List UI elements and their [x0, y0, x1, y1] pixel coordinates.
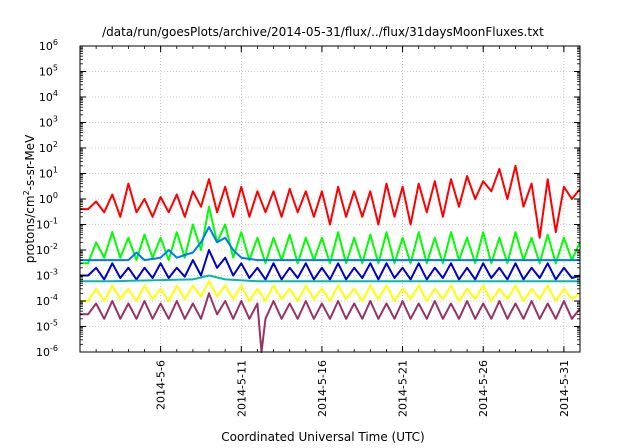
y-tick-label: 105 — [39, 64, 58, 79]
x-axis: 2014-5-6 2014-5-11 2014-5-16 2014-5-21 2014-… — [95, 46, 571, 417]
x-tick-label: 2014-5-11 — [235, 360, 248, 417]
y-tick-label: 100 — [39, 191, 58, 206]
series-line-2 — [80, 205, 581, 265]
y-tick-label: 101 — [39, 166, 58, 181]
x-tick-label: 2014-5-26 — [477, 360, 490, 417]
series-line-4 — [80, 249, 581, 281]
y-tick-label: 10-1 — [36, 217, 58, 232]
y-tick-label: 104 — [39, 89, 58, 104]
x-axis-label: Coordinated Universal Time (UTC) — [221, 430, 424, 444]
y-tick-label: 103 — [39, 115, 58, 130]
chart-title: /data/run/goesPlots/archive/2014-05-31/f… — [102, 25, 544, 39]
x-tick-label: 2014-5-16 — [316, 360, 329, 417]
series-group — [80, 164, 581, 353]
series-line-1 — [80, 164, 581, 239]
y-tick-label: 10-6 — [36, 344, 58, 359]
y-tick-label: 10-4 — [36, 293, 58, 308]
y-tick-label: 10-5 — [36, 319, 58, 334]
y-axis: 10-6 10-5 10-4 10-3 10-2 10-1 100 101 102 103 104 1… — [36, 38, 580, 359]
grid — [80, 46, 580, 352]
series-line-7 — [80, 292, 581, 353]
y-axis-label: protons/cm2-s-sr-MeV — [22, 134, 37, 263]
series-line-5 — [80, 274, 580, 283]
y-tick-label: 106 — [39, 38, 58, 53]
x-tick-label: 2014-5-21 — [397, 360, 410, 417]
series-line-6 — [80, 280, 581, 302]
x-tick-label: 2014-5-31 — [558, 360, 571, 417]
y-tick-label: 10-2 — [36, 242, 58, 257]
series-line-3 — [80, 226, 580, 262]
y-tick-label: 10-3 — [36, 268, 58, 283]
x-tick-label: 2014-5-6 — [155, 360, 168, 410]
y-tick-label: 102 — [39, 140, 58, 155]
